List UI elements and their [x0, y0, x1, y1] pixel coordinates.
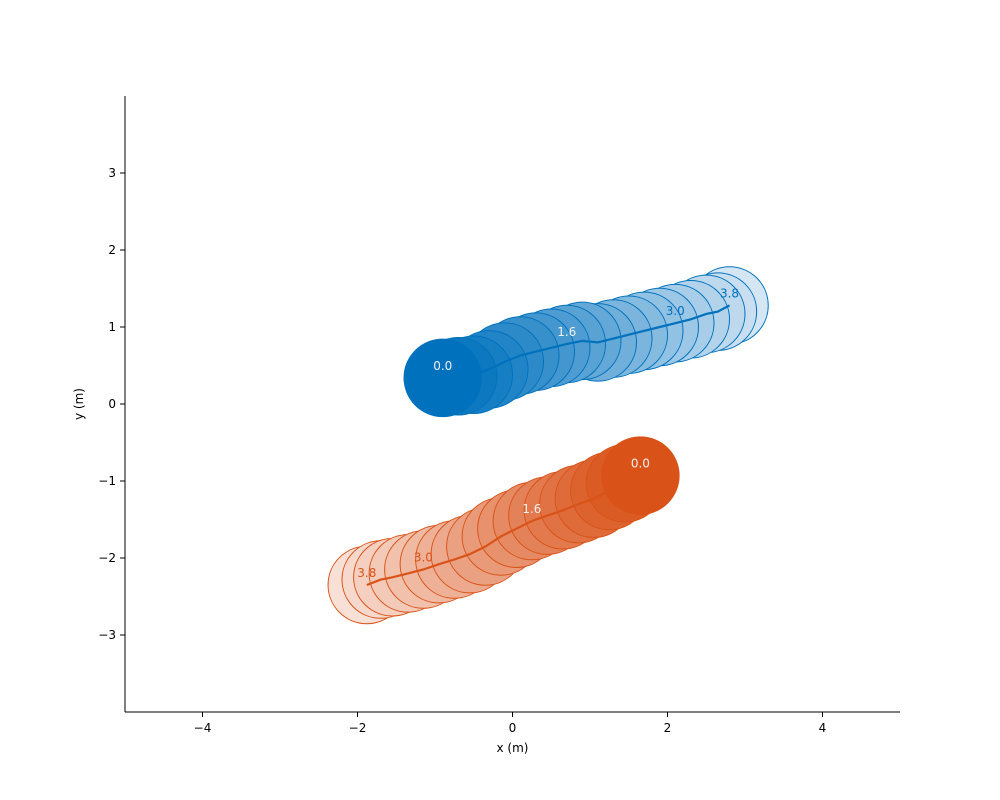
y-tick-label: 0: [108, 397, 116, 411]
agent-1-trajectory: 0.0 1.6 3.0 3.8: [403, 266, 769, 418]
y-tick-label: −1: [98, 474, 116, 488]
agent-1-path-line: [442, 304, 731, 379]
x-ticks: −4 −2 0 2 4: [194, 712, 827, 735]
x-axis-label: x (m): [497, 741, 529, 755]
agent-2-trajectory: 0.0 1.6 3.0 3.8: [327, 436, 680, 625]
x-tick-label: 0: [509, 721, 517, 735]
time-label: 0.0: [631, 457, 650, 471]
y-tick-label: −2: [98, 551, 116, 565]
agent-1-position-circle: [403, 338, 482, 418]
x-tick-label: −2: [349, 721, 367, 735]
time-label: 3.0: [414, 551, 433, 565]
time-label: 1.6: [557, 325, 576, 339]
time-label: 3.8: [357, 566, 376, 580]
time-label: 3.8: [720, 286, 739, 300]
y-tick-label: 1: [108, 320, 116, 334]
y-tick-label: −3: [98, 628, 116, 642]
trajectory-layer: 0.0 1.6 3.0 3.8 0.0 1.6 3.0 3.8: [327, 266, 769, 625]
y-axis-label: y (m): [72, 388, 86, 420]
y-ticks: −3 −2 −1 0 1 2 3: [98, 166, 125, 642]
y-tick-label: 2: [108, 243, 116, 257]
x-tick-label: 2: [664, 721, 672, 735]
time-label: 3.0: [666, 304, 685, 318]
time-label: 1.6: [522, 502, 541, 516]
y-tick-label: 3: [108, 166, 116, 180]
agent-2-path-line: [366, 474, 641, 587]
time-label: 0.0: [433, 359, 452, 373]
axes: −4 −2 0 2 4 −3 −2 −1 0 1 2 3 x (m) y (m): [72, 96, 900, 755]
x-tick-label: 4: [819, 721, 827, 735]
x-tick-label: −4: [194, 721, 212, 735]
